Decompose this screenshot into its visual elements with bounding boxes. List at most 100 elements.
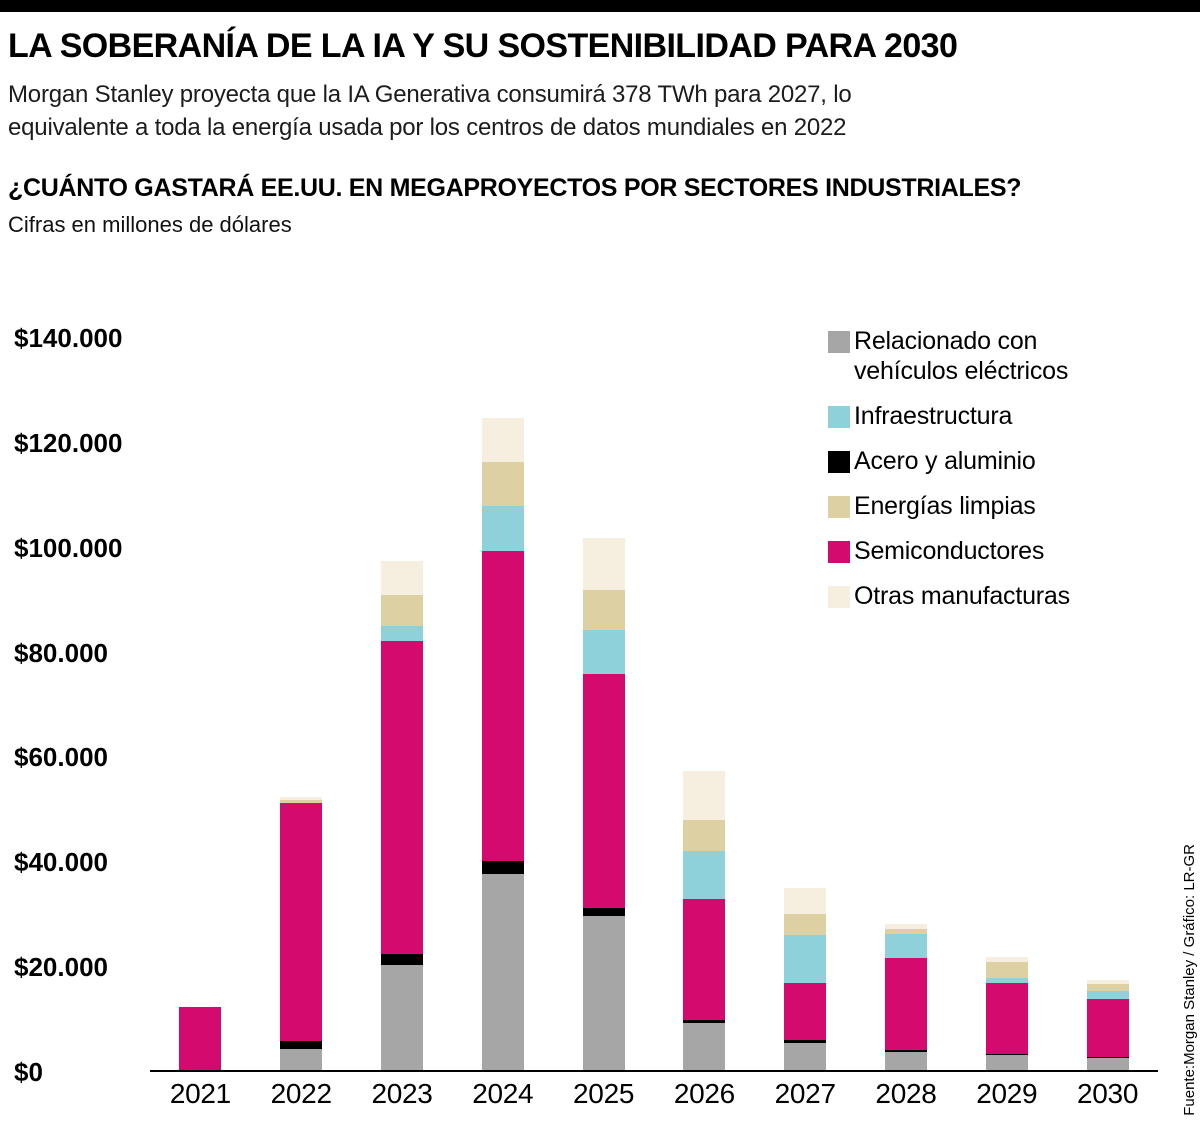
y-axis-label: $140.000 xyxy=(14,323,123,353)
bar-slot-2030 xyxy=(1057,338,1158,1070)
bar-segment xyxy=(683,770,726,820)
bar-segment xyxy=(380,626,423,642)
legend-swatch-icon xyxy=(828,406,850,428)
bar-segment xyxy=(985,978,1028,984)
chart-units-label: Cifras en millones de dólares xyxy=(8,212,292,238)
bar-segment xyxy=(582,915,625,1070)
bar-slot-2026 xyxy=(654,338,755,1070)
y-axis: $140.000 $120.000 $100.000 $80.000 $60.000 $4… xyxy=(14,323,146,1087)
bar-segment xyxy=(280,1041,323,1050)
bar-segment xyxy=(884,923,927,929)
bar-segment xyxy=(683,1022,726,1070)
bar-slot-2028 xyxy=(856,338,957,1070)
bar-segment xyxy=(1086,1057,1129,1070)
bar-segment xyxy=(683,851,726,899)
y-axis-label: $40.000 xyxy=(14,847,108,878)
legend-item: Acero y aluminio xyxy=(828,446,1084,476)
bar-segment xyxy=(481,550,524,861)
source-credit: Fuente:Morgan Stanley / Gráfico: LR-GR xyxy=(1181,844,1198,1116)
x-axis: 2021 2022 2023 2024 2025 2026 2027 2028 2029 2030 xyxy=(150,1078,1158,1120)
legend-label: Otras manufacturas xyxy=(854,582,1070,610)
x-axis-label: 2028 xyxy=(875,1078,937,1109)
bar-segment xyxy=(280,800,323,804)
legend-label: Acero y aluminio xyxy=(854,447,1036,475)
legend: Relacionado con vehículos eléctricos Infr… xyxy=(828,326,1084,626)
legend-label: Energías limpias xyxy=(854,492,1036,520)
bar-segment xyxy=(985,962,1028,979)
stacked-bar-2023 xyxy=(380,560,423,1070)
x-axis-label: 2021 xyxy=(169,1078,231,1109)
bar-slot-2025 xyxy=(553,338,654,1070)
legend-item: Relacionado con vehículos eléctricos xyxy=(828,326,1084,386)
stacked-bar-2024 xyxy=(481,418,524,1070)
x-axis-label: 2030 xyxy=(1077,1078,1139,1109)
stacked-bar-chart: $140.000 $120.000 $100.000 $80.000 $60.000 $4… xyxy=(0,298,1200,1124)
bar-segment xyxy=(683,898,726,1020)
bar-segment xyxy=(380,965,423,1070)
legend-item: Energías limpias xyxy=(828,491,1084,521)
bar-segment xyxy=(784,934,827,983)
header: LA SOBERANÍA DE LA IA Y SU SOSTENIBILIDA… xyxy=(0,12,1200,238)
bar-segment xyxy=(884,1049,927,1052)
bar-segment xyxy=(582,907,625,916)
legend-label: Semiconductores xyxy=(854,537,1045,565)
y-axis-label: $80.000 xyxy=(14,637,108,668)
bar-segment xyxy=(985,957,1028,963)
x-axis-label: 2029 xyxy=(976,1078,1038,1109)
bar-segment xyxy=(179,1007,222,1070)
bar-slot-2022 xyxy=(251,338,352,1070)
bar-slot-2029 xyxy=(956,338,1057,1070)
bar-segment xyxy=(884,958,927,1050)
x-axis-label: 2024 xyxy=(472,1078,534,1109)
legend-swatch-icon xyxy=(828,451,850,473)
bar-segment xyxy=(784,887,827,914)
bar-segment xyxy=(481,860,524,874)
bar-segment xyxy=(784,1039,827,1043)
bar-segment xyxy=(380,641,423,955)
bar-segment xyxy=(582,630,625,675)
bar-segment xyxy=(1086,984,1129,991)
bar-segment xyxy=(582,674,625,908)
legend-item: Otras manufacturas xyxy=(828,581,1084,611)
legend-swatch-icon xyxy=(828,331,850,353)
legend-swatch-icon xyxy=(828,496,850,518)
y-axis-label: $120.000 xyxy=(14,427,123,458)
y-axis-label: $100.000 xyxy=(14,532,123,563)
bar-segment xyxy=(784,1042,827,1070)
bar-segment xyxy=(380,594,423,627)
y-axis-label: $0 xyxy=(14,1057,43,1087)
bar-segment xyxy=(280,803,323,1042)
bar-segment xyxy=(784,982,827,1040)
bar-segment xyxy=(582,537,625,591)
bar-slot-2021 xyxy=(150,338,251,1070)
legend-item: Semiconductores xyxy=(828,536,1084,566)
x-axis-label: 2025 xyxy=(573,1078,635,1109)
subtitle-line-1: Morgan Stanley proyecta que la IA Genera… xyxy=(8,81,852,109)
y-axis-label: $60.000 xyxy=(14,742,108,773)
stacked-bar-2021 xyxy=(179,1007,222,1070)
stacked-bar-2030 xyxy=(1086,980,1129,1070)
bar-segment xyxy=(1086,990,1129,1000)
bar-slot-2023 xyxy=(352,338,453,1070)
bar-segment xyxy=(683,819,726,852)
stacked-bar-2028 xyxy=(884,923,927,1070)
bar-segment xyxy=(481,418,524,462)
bar-segment xyxy=(280,1049,323,1070)
bar-segment xyxy=(884,1051,927,1070)
legend-item: Infraestructura xyxy=(828,401,1084,431)
legend-label: Infraestructura xyxy=(854,402,1013,430)
chart-question-heading: ¿CUÁNTO GASTARÁ EE.UU. EN MEGAPROYECTOS … xyxy=(8,174,1022,203)
bar-segment xyxy=(1086,999,1129,1057)
top-rule xyxy=(0,0,1200,12)
legend-swatch-icon xyxy=(828,541,850,563)
bar-segment xyxy=(280,797,323,801)
bar-segment xyxy=(481,461,524,506)
bar-segment xyxy=(582,590,625,631)
bar-segment xyxy=(985,983,1028,1054)
bar-segment xyxy=(784,913,827,935)
bar-segment xyxy=(380,954,423,966)
page-title: LA SOBERANÍA DE LA IA Y SU SOSTENIBILIDA… xyxy=(8,27,958,65)
stacked-bar-2022 xyxy=(280,797,323,1070)
y-axis-label: $20.000 xyxy=(14,952,108,983)
x-axis-label: 2027 xyxy=(774,1078,836,1109)
